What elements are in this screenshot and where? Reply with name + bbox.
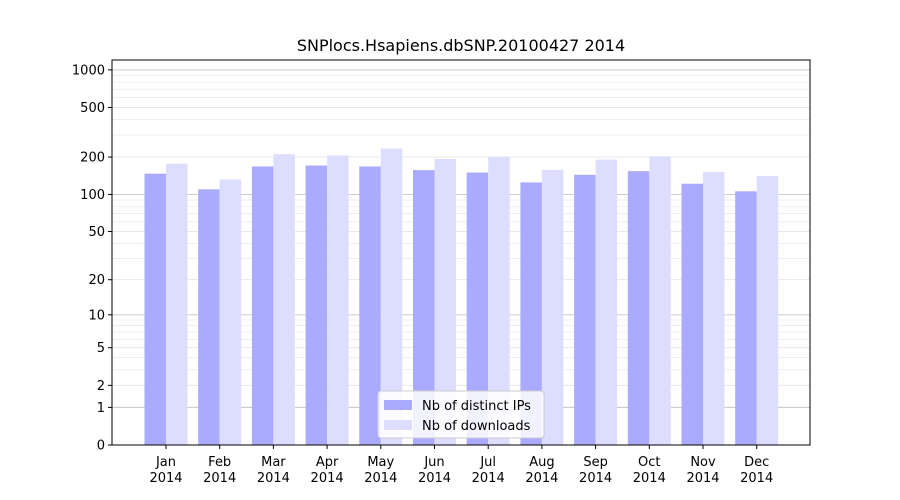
bar-downloads: [380, 148, 403, 445]
x-tick-label-year: 2014: [364, 471, 397, 486]
bar-downloads: [219, 179, 242, 446]
bar-distinct-ips: [681, 183, 703, 446]
x-tick-label-year: 2014: [740, 471, 773, 486]
y-tick-label: 1000: [72, 63, 105, 78]
x-tick-label-month: Apr: [316, 455, 339, 470]
bar-distinct-ips: [359, 166, 381, 445]
y-axis: 0 1 2 5 10 20 50 100 200 500 1000: [72, 63, 112, 454]
y-tick-label: 0: [97, 439, 105, 454]
x-tick-label-month: Oct: [638, 455, 660, 470]
bar-distinct-ips: [251, 166, 274, 445]
legend-swatch: [384, 420, 412, 430]
x-tick-label-year: 2014: [686, 471, 719, 486]
y-tick-label: 500: [80, 101, 105, 116]
plot-frame: [111, 59, 811, 446]
y-tick-label: 1: [97, 401, 105, 416]
bar-distinct-ips: [413, 170, 435, 445]
x-tick-label-year: 2014: [525, 471, 558, 486]
x-tick-label-year: 2014: [311, 471, 344, 486]
bar-distinct-ips: [198, 189, 220, 445]
x-tick-label-year: 2014: [418, 471, 451, 486]
x-tick-label-month: Jun: [423, 455, 444, 470]
x-tick-label-month: Jul: [479, 455, 496, 470]
bar-downloads: [327, 155, 349, 445]
x-tick-label-year: 2014: [472, 471, 505, 486]
x-tick-label-month: Nov: [690, 455, 716, 470]
legend-label: Nb of downloads: [422, 419, 531, 434]
y-tick-label: 5: [97, 341, 105, 356]
bar-distinct-ips: [735, 191, 757, 445]
bar-distinct-ips: [627, 171, 650, 445]
bar-distinct-ips: [144, 173, 166, 445]
x-tick-label-month: Dec: [744, 455, 769, 470]
legend-swatch: [384, 400, 412, 410]
x-tick-label-month: Sep: [583, 455, 608, 470]
x-tick-label-month: Jan: [155, 455, 176, 470]
legend-box: [377, 390, 545, 439]
bar-downloads: [488, 156, 510, 445]
y-tick-label: 20: [88, 273, 105, 288]
bar-distinct-ips: [574, 174, 596, 445]
bar-downloads: [273, 154, 295, 446]
y-tick-label: 2: [97, 379, 105, 394]
bar-downloads: [649, 156, 671, 445]
bar-downloads: [756, 175, 779, 446]
x-tick-label-year: 2014: [203, 471, 236, 486]
bar-distinct-ips: [520, 182, 542, 445]
legend-label: Nb of distinct IPs: [422, 399, 531, 414]
y-tick-label: 10: [88, 308, 105, 323]
bar-downloads: [166, 163, 188, 445]
bar-downloads: [434, 158, 456, 445]
legend: Nb of distinct IPs Nb of downloads: [377, 390, 545, 439]
bar-downloads: [595, 159, 618, 446]
x-axis: Jan2014Feb2014Mar2014Apr2014May2014Jun20…: [149, 445, 773, 486]
y-tick-label: 200: [80, 151, 105, 166]
bar-distinct-ips: [466, 172, 489, 445]
y-tick-label: 100: [80, 188, 105, 203]
y-tick-label: 50: [88, 225, 105, 240]
x-tick-label-month: Feb: [208, 455, 231, 470]
bar-downloads: [541, 169, 564, 445]
bars-layer: [144, 148, 779, 446]
x-tick-label-month: Mar: [261, 455, 286, 470]
x-tick-label-month: May: [367, 455, 394, 470]
x-tick-label-year: 2014: [149, 471, 182, 486]
x-tick-label-year: 2014: [257, 471, 290, 486]
chart-title: SNPlocs.Hsapiens.dbSNP.20100427 2014: [297, 36, 625, 55]
x-tick-label-year: 2014: [579, 471, 612, 486]
bar-distinct-ips: [305, 165, 328, 446]
bar-downloads: [703, 171, 725, 445]
x-tick-label-year: 2014: [633, 471, 666, 486]
x-tick-label-month: Aug: [529, 455, 554, 470]
